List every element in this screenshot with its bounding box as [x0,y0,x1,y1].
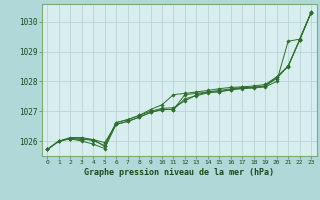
X-axis label: Graphe pression niveau de la mer (hPa): Graphe pression niveau de la mer (hPa) [84,168,274,177]
